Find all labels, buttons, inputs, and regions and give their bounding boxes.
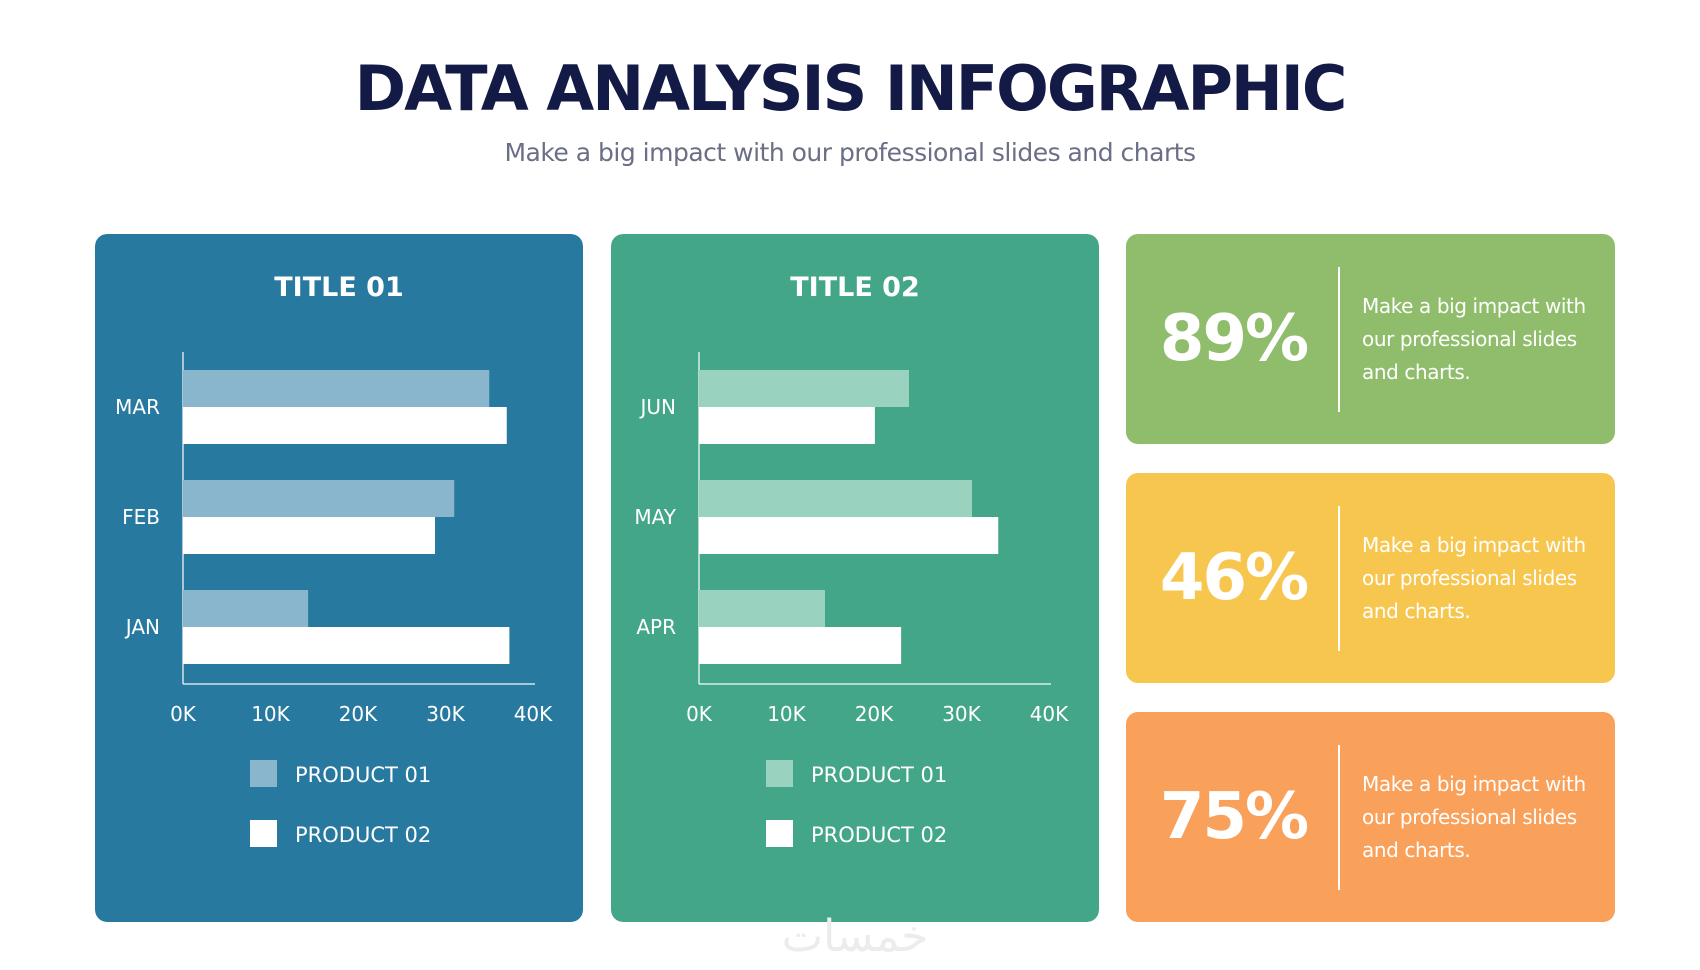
bar-product-02	[183, 407, 507, 444]
legend-swatch	[250, 820, 277, 847]
bar-chart-title-02: TITLE 02 JUN MAY APR 0K 10K 20K 30K 40K PRODUCT 0…	[611, 234, 1099, 922]
bar-product-02	[699, 407, 875, 444]
stat-value: 89%	[1159, 302, 1309, 376]
chart-title: TITLE 02	[790, 272, 920, 303]
x-tick-label: 10K	[767, 702, 806, 726]
bar-product-01	[699, 590, 825, 627]
x-tick-label: 40K	[1030, 702, 1069, 726]
category-label: JUN	[639, 395, 677, 419]
stat-divider	[1338, 506, 1340, 651]
stat-card-3: 75% Make a big impact with our professio…	[1126, 712, 1615, 922]
x-tick-label: 10K	[251, 702, 290, 726]
category-label: FEB	[122, 505, 160, 529]
stat-description: Make a big impact with our professional …	[1362, 771, 1586, 862]
bar-product-02	[699, 627, 902, 664]
legend-swatch	[250, 760, 277, 787]
stat-description: Make a big impact with our professional …	[1362, 293, 1586, 384]
category-label: APR	[636, 615, 676, 639]
legend-label: PRODUCT 01	[811, 763, 947, 787]
stat-card-2: 46% Make a big impact with our professio…	[1126, 473, 1615, 683]
x-tick-label: 40K	[514, 702, 553, 726]
legend-label: PRODUCT 01	[295, 763, 431, 787]
stat-value: 75%	[1159, 780, 1309, 854]
chart-panel-title-01: TITLE 01 MAR FEB JAN 0K 10K 20K 30K 40K PRODUCT 0…	[95, 234, 583, 922]
x-tick-label: 30K	[942, 702, 981, 726]
stat-divider	[1338, 745, 1340, 890]
stat-description: Make a big impact with our professional …	[1362, 532, 1586, 623]
bar-product-01	[183, 590, 309, 627]
x-tick-label: 30K	[426, 702, 465, 726]
x-tick-label: 0K	[686, 702, 713, 726]
bar-product-02	[699, 517, 999, 554]
legend-label: PRODUCT 02	[295, 823, 431, 847]
bar-product-01	[699, 370, 909, 407]
panel-background	[611, 234, 1099, 922]
stat-divider	[1338, 267, 1340, 412]
x-tick-label: 20K	[855, 702, 894, 726]
bar-product-02	[183, 517, 435, 554]
legend-swatch	[766, 820, 793, 847]
x-tick-label: 20K	[339, 702, 378, 726]
page-subtitle: Make a big impact with our professional …	[504, 138, 1196, 167]
bar-product-01	[699, 480, 972, 517]
chart-title: TITLE 01	[274, 272, 404, 303]
stat-value: 46%	[1159, 541, 1309, 615]
panel-background	[95, 234, 583, 922]
x-tick-label: 0K	[170, 702, 197, 726]
category-label: MAY	[634, 505, 676, 529]
page-title: DATA ANALYSIS INFOGRAPHIC	[354, 52, 1348, 125]
chart-panel-title-02: TITLE 02 JUN MAY APR 0K 10K 20K 30K 40K PRODUCT 0…	[611, 234, 1099, 922]
category-label: MAR	[115, 395, 160, 419]
legend-label: PRODUCT 02	[811, 823, 947, 847]
category-label: JAN	[124, 615, 160, 639]
stat-card-1: 89% Make a big impact with our professio…	[1126, 234, 1615, 444]
bar-product-01	[183, 480, 455, 517]
bar-chart-title-01: TITLE 01 MAR FEB JAN 0K 10K 20K 30K 40K PRODUCT 0…	[95, 234, 583, 922]
watermark: خمسات	[781, 911, 929, 962]
bar-product-01	[183, 370, 490, 407]
bar-product-02	[183, 627, 510, 664]
legend-swatch	[766, 760, 793, 787]
